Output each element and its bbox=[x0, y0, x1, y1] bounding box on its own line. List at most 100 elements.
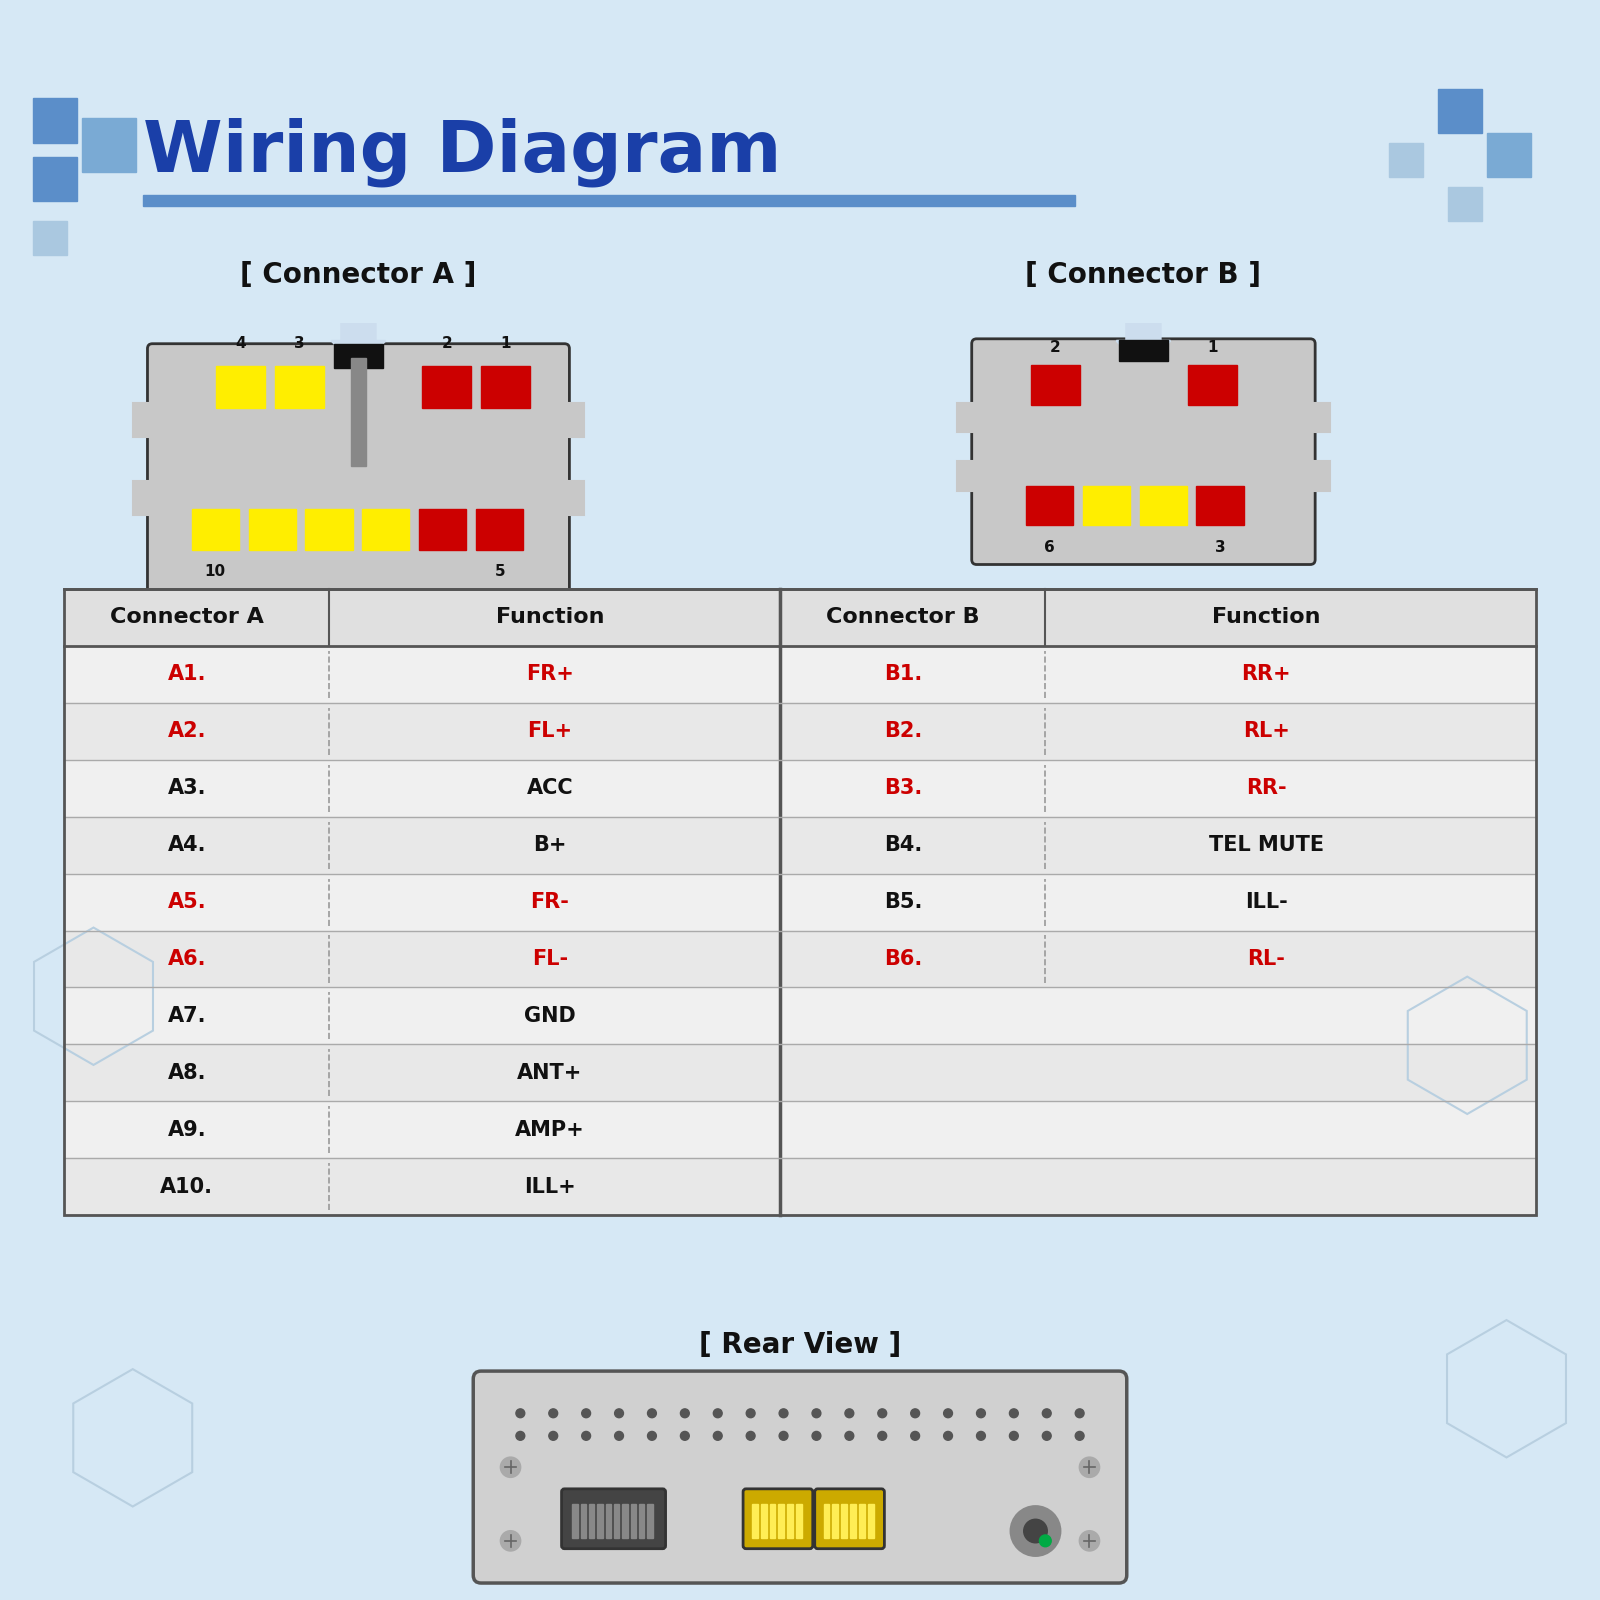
Bar bbox=[1197, 486, 1243, 525]
Circle shape bbox=[515, 1432, 525, 1440]
Bar bbox=[781, 1158, 1536, 1214]
Text: 3: 3 bbox=[294, 336, 306, 350]
Text: A6.: A6. bbox=[168, 949, 206, 970]
Bar bbox=[606, 1504, 611, 1538]
Bar bbox=[64, 874, 781, 931]
Circle shape bbox=[1042, 1432, 1051, 1440]
Circle shape bbox=[1024, 1520, 1048, 1542]
Text: B1.: B1. bbox=[883, 664, 922, 685]
Bar bbox=[563, 403, 584, 437]
Bar bbox=[482, 366, 530, 408]
Circle shape bbox=[910, 1410, 920, 1418]
Bar bbox=[275, 366, 325, 408]
Bar bbox=[781, 702, 1536, 760]
Text: [ Rear View ]: [ Rear View ] bbox=[699, 1331, 901, 1358]
Text: 3: 3 bbox=[1214, 539, 1226, 555]
Bar bbox=[64, 987, 781, 1045]
Bar bbox=[630, 1504, 637, 1538]
Text: TEL MUTE: TEL MUTE bbox=[1208, 835, 1323, 854]
Bar bbox=[64, 589, 1536, 646]
Text: RL+: RL+ bbox=[1243, 722, 1290, 741]
Bar bbox=[64, 702, 781, 760]
Text: [ Connector A ]: [ Connector A ] bbox=[240, 261, 477, 290]
Text: B6.: B6. bbox=[883, 949, 922, 970]
Bar bbox=[64, 646, 781, 702]
Bar bbox=[752, 1504, 758, 1538]
Bar bbox=[32, 221, 67, 256]
Circle shape bbox=[845, 1410, 854, 1418]
Text: B4.: B4. bbox=[883, 835, 922, 854]
Text: Connector A: Connector A bbox=[110, 608, 264, 627]
Bar bbox=[581, 1504, 586, 1538]
Bar bbox=[781, 760, 1536, 816]
Text: ANT+: ANT+ bbox=[517, 1062, 582, 1083]
Bar bbox=[797, 1504, 802, 1538]
Text: A7.: A7. bbox=[168, 1006, 206, 1026]
Bar bbox=[781, 646, 1536, 702]
Bar bbox=[781, 874, 1536, 931]
Bar bbox=[334, 344, 382, 368]
Bar bbox=[362, 509, 410, 550]
Circle shape bbox=[714, 1432, 722, 1440]
Bar bbox=[322, 363, 395, 387]
FancyBboxPatch shape bbox=[147, 344, 570, 608]
Circle shape bbox=[501, 1531, 520, 1550]
Bar bbox=[422, 366, 472, 408]
Bar bbox=[64, 1045, 781, 1101]
Text: RR+: RR+ bbox=[1242, 664, 1291, 685]
Bar bbox=[957, 461, 979, 491]
Bar bbox=[306, 509, 352, 550]
Bar bbox=[1438, 88, 1482, 133]
Text: 2: 2 bbox=[1050, 341, 1061, 355]
Bar bbox=[64, 931, 781, 987]
Text: RL-: RL- bbox=[1246, 949, 1285, 970]
Circle shape bbox=[976, 1432, 986, 1440]
Bar bbox=[1448, 187, 1482, 221]
Circle shape bbox=[549, 1410, 558, 1418]
Circle shape bbox=[1080, 1531, 1099, 1550]
Text: A2.: A2. bbox=[168, 722, 206, 741]
Bar bbox=[1309, 403, 1330, 432]
Text: A5.: A5. bbox=[168, 893, 206, 912]
Circle shape bbox=[1042, 1410, 1051, 1418]
Circle shape bbox=[976, 1410, 986, 1418]
Bar bbox=[760, 1504, 766, 1538]
Bar bbox=[64, 1101, 781, 1158]
Text: Function: Function bbox=[1211, 608, 1320, 627]
Text: Wiring Diagram: Wiring Diagram bbox=[142, 118, 781, 187]
Circle shape bbox=[813, 1432, 821, 1440]
Bar bbox=[781, 1045, 1536, 1101]
FancyBboxPatch shape bbox=[814, 1490, 885, 1549]
Bar bbox=[64, 760, 781, 816]
Text: A1.: A1. bbox=[168, 664, 206, 685]
Circle shape bbox=[1011, 1507, 1061, 1555]
Bar bbox=[957, 403, 979, 432]
Circle shape bbox=[614, 1410, 624, 1418]
Bar bbox=[32, 99, 77, 142]
Text: A4.: A4. bbox=[168, 835, 206, 854]
Circle shape bbox=[680, 1410, 690, 1418]
Bar bbox=[82, 118, 136, 171]
Text: B3.: B3. bbox=[883, 778, 922, 798]
Circle shape bbox=[1075, 1410, 1085, 1418]
Bar bbox=[1106, 360, 1181, 381]
Circle shape bbox=[779, 1432, 787, 1440]
Circle shape bbox=[1075, 1432, 1085, 1440]
Text: A3.: A3. bbox=[168, 778, 206, 798]
Circle shape bbox=[878, 1432, 886, 1440]
Bar bbox=[419, 509, 466, 550]
Text: 4: 4 bbox=[235, 336, 246, 350]
Bar bbox=[133, 403, 154, 437]
Text: GND: GND bbox=[523, 1006, 576, 1026]
Circle shape bbox=[582, 1432, 590, 1440]
Bar bbox=[622, 1504, 627, 1538]
Text: AMP+: AMP+ bbox=[515, 1120, 584, 1139]
Bar bbox=[1083, 486, 1130, 525]
Text: B2.: B2. bbox=[883, 722, 922, 741]
Circle shape bbox=[746, 1410, 755, 1418]
FancyBboxPatch shape bbox=[742, 1490, 813, 1549]
Bar bbox=[1118, 339, 1168, 362]
Bar bbox=[781, 987, 1536, 1045]
Circle shape bbox=[714, 1410, 722, 1418]
Bar bbox=[32, 157, 77, 202]
